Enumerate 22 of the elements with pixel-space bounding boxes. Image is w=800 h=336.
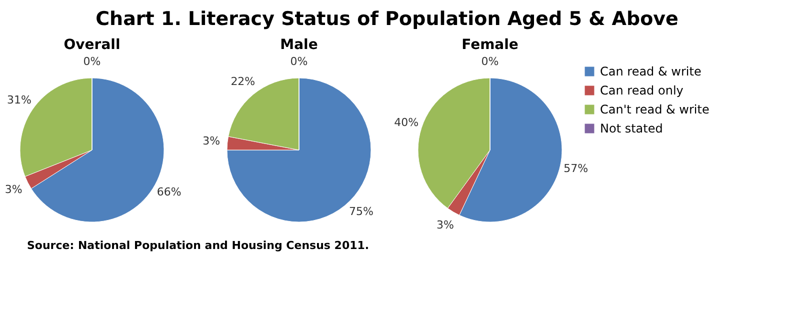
- chart-title: Male: [280, 37, 318, 53]
- pie-slice: [226, 78, 372, 222]
- text: Chart 1. Literacy Status of Population Aged 5 & Above: [96, 8, 678, 30]
- data-label: 57%: [564, 162, 588, 176]
- legend-label: Not stated: [600, 122, 663, 136]
- data-label: 3%: [436, 218, 454, 232]
- data-label: 31%: [6, 94, 32, 107]
- data-label: 40%: [394, 116, 419, 129]
- chart-title: Overall: [64, 37, 120, 53]
- data-label: 22%: [230, 75, 256, 88]
- data-label: 75%: [349, 205, 374, 218]
- chart-title: Female: [462, 37, 518, 53]
- text: 0%: [83, 55, 101, 68]
- source-note: Source: National Population and Housing Census 2011.: [27, 239, 370, 252]
- legend-label: Can't read & write: [600, 102, 710, 116]
- legend-label: Can read only: [600, 84, 684, 98]
- data-label: 3%: [4, 182, 22, 196]
- data-label: 66%: [156, 185, 182, 198]
- text: 0%: [481, 55, 499, 68]
- legend-label: Can read & write: [600, 64, 702, 78]
- text: 0%: [290, 55, 308, 68]
- data-label: 3%: [202, 134, 220, 148]
